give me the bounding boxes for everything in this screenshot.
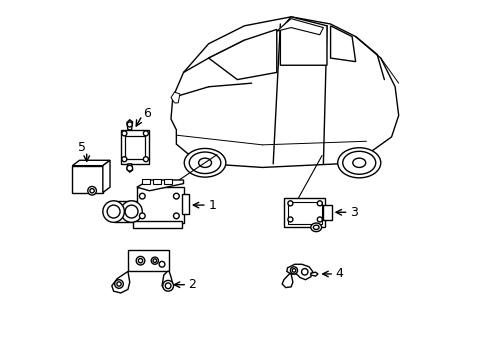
Bar: [322, 205, 331, 220]
Circle shape: [301, 269, 307, 275]
Circle shape: [290, 267, 297, 274]
Text: 5: 5: [78, 141, 86, 154]
Bar: [128, 250, 169, 271]
Ellipse shape: [102, 201, 124, 222]
Circle shape: [317, 201, 322, 206]
Circle shape: [287, 201, 292, 206]
Circle shape: [90, 189, 94, 193]
Bar: [284, 198, 325, 226]
Circle shape: [136, 256, 144, 265]
Ellipse shape: [121, 201, 142, 222]
Bar: [182, 194, 188, 214]
Circle shape: [88, 186, 96, 195]
Bar: [137, 187, 183, 223]
Ellipse shape: [313, 225, 319, 229]
Circle shape: [139, 193, 145, 199]
Bar: [121, 130, 149, 164]
Circle shape: [159, 261, 164, 267]
Polygon shape: [162, 271, 172, 291]
Circle shape: [317, 217, 322, 222]
Polygon shape: [171, 92, 180, 103]
Circle shape: [151, 257, 158, 264]
Circle shape: [143, 157, 148, 162]
Polygon shape: [126, 120, 132, 130]
Circle shape: [138, 258, 142, 263]
Polygon shape: [330, 26, 355, 62]
Bar: [113, 201, 149, 222]
Ellipse shape: [337, 148, 380, 178]
Polygon shape: [276, 19, 323, 35]
Ellipse shape: [107, 205, 120, 218]
Polygon shape: [102, 160, 110, 193]
Ellipse shape: [198, 158, 211, 167]
Circle shape: [153, 259, 156, 262]
Circle shape: [126, 165, 132, 171]
Circle shape: [122, 157, 126, 162]
Polygon shape: [126, 164, 132, 172]
Bar: [287, 202, 321, 224]
Polygon shape: [310, 272, 317, 276]
Polygon shape: [72, 160, 110, 166]
Polygon shape: [280, 17, 326, 65]
Circle shape: [115, 280, 123, 288]
Bar: [72, 166, 102, 193]
Ellipse shape: [184, 148, 225, 177]
Circle shape: [165, 283, 171, 289]
Polygon shape: [208, 30, 276, 80]
Bar: [125, 136, 144, 159]
Polygon shape: [137, 180, 183, 191]
Ellipse shape: [310, 223, 321, 231]
Ellipse shape: [125, 205, 138, 218]
Bar: [153, 179, 161, 184]
Text: 1: 1: [208, 199, 216, 212]
Circle shape: [163, 280, 173, 291]
Ellipse shape: [352, 158, 365, 167]
Circle shape: [139, 213, 145, 219]
Polygon shape: [171, 17, 398, 167]
Text: 4: 4: [335, 267, 343, 280]
Polygon shape: [282, 274, 292, 288]
Bar: [133, 221, 182, 228]
Ellipse shape: [342, 151, 375, 174]
Ellipse shape: [189, 152, 221, 174]
Circle shape: [287, 217, 292, 222]
Polygon shape: [112, 271, 129, 293]
Text: 3: 3: [349, 206, 357, 219]
Bar: [163, 179, 171, 184]
Circle shape: [122, 131, 126, 136]
Text: 2: 2: [188, 278, 196, 291]
Bar: [142, 179, 150, 184]
Circle shape: [173, 213, 179, 219]
Polygon shape: [286, 264, 312, 280]
Circle shape: [292, 269, 295, 272]
Circle shape: [127, 122, 132, 127]
Circle shape: [143, 131, 148, 136]
Text: 6: 6: [143, 107, 151, 120]
Circle shape: [117, 282, 121, 286]
Circle shape: [173, 193, 179, 199]
